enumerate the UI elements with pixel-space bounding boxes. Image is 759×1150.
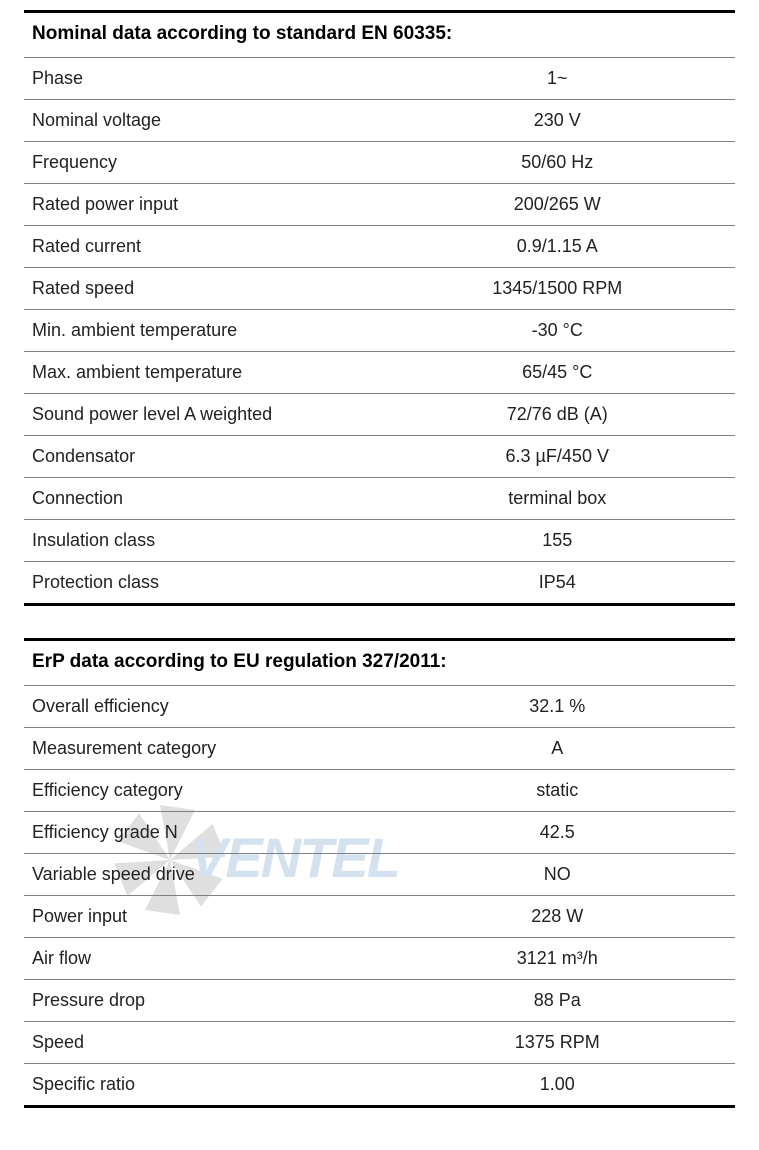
table-row: Measurement categoryA [24,728,735,770]
row-value: 0.9/1.15 A [380,226,736,267]
row-value: 1.00 [380,1064,736,1105]
table-row: Sound power level A weighted72/76 dB (A) [24,394,735,436]
row-value: NO [380,854,736,895]
nominal-data-table: Nominal data according to standard EN 60… [24,10,735,606]
row-value: A [380,728,736,769]
table-row: Efficiency grade N42.5 [24,812,735,854]
table-row: Specific ratio1.00 [24,1064,735,1108]
row-label: Min. ambient temperature [24,310,380,351]
table-row: Protection classIP54 [24,562,735,606]
table-row: Power input228 W [24,896,735,938]
erp-data-table: ErP data according to EU regulation 327/… [24,638,735,1108]
row-value: 6.3 µF/450 V [380,436,736,477]
table-row: Rated power input200/265 W [24,184,735,226]
row-label: Specific ratio [24,1064,380,1105]
row-label: Pressure drop [24,980,380,1021]
table-row: Nominal voltage230 V [24,100,735,142]
row-label: Rated current [24,226,380,267]
table-row: Max. ambient temperature65/45 °C [24,352,735,394]
row-label: Max. ambient temperature [24,352,380,393]
row-label: Frequency [24,142,380,183]
row-label: Nominal voltage [24,100,380,141]
table-row: Variable speed driveNO [24,854,735,896]
row-label: Measurement category [24,728,380,769]
row-value: 230 V [380,100,736,141]
table-row: Condensator6.3 µF/450 V [24,436,735,478]
row-value: terminal box [380,478,736,519]
row-label: Overall efficiency [24,686,380,727]
row-label: Sound power level A weighted [24,394,380,435]
row-label: Power input [24,896,380,937]
row-value: 3121 m³/h [380,938,736,979]
table-row: Pressure drop88 Pa [24,980,735,1022]
table-row: Phase1~ [24,58,735,100]
row-value: 228 W [380,896,736,937]
row-value: 155 [380,520,736,561]
row-value: 65/45 °C [380,352,736,393]
table-row: Insulation class155 [24,520,735,562]
row-value: 72/76 dB (A) [380,394,736,435]
table-row: Air flow3121 m³/h [24,938,735,980]
table-row: Efficiency categorystatic [24,770,735,812]
row-value: 50/60 Hz [380,142,736,183]
table-row: Overall efficiency32.1 % [24,686,735,728]
row-label: Speed [24,1022,380,1063]
table-row: Speed1375 RPM [24,1022,735,1064]
table-row: Frequency50/60 Hz [24,142,735,184]
row-label: Insulation class [24,520,380,561]
row-value: -30 °C [380,310,736,351]
row-label: Condensator [24,436,380,477]
row-label: Variable speed drive [24,854,380,895]
table-title: ErP data according to EU regulation 327/… [24,638,735,686]
table-row: Rated current0.9/1.15 A [24,226,735,268]
row-label: Efficiency grade N [24,812,380,853]
row-label: Air flow [24,938,380,979]
table-row: Rated speed1345/1500 RPM [24,268,735,310]
table-row: Connectionterminal box [24,478,735,520]
row-value: 1~ [380,58,736,99]
row-value: 88 Pa [380,980,736,1021]
row-label: Phase [24,58,380,99]
row-label: Rated speed [24,268,380,309]
row-value: 42.5 [380,812,736,853]
row-value: 32.1 % [380,686,736,727]
row-value: 200/265 W [380,184,736,225]
table-title: Nominal data according to standard EN 60… [24,10,735,58]
row-value: 1345/1500 RPM [380,268,736,309]
row-label: Efficiency category [24,770,380,811]
table-row: Min. ambient temperature-30 °C [24,310,735,352]
row-label: Protection class [24,562,380,603]
row-value: static [380,770,736,811]
row-value: 1375 RPM [380,1022,736,1063]
row-label: Rated power input [24,184,380,225]
row-label: Connection [24,478,380,519]
row-value: IP54 [380,562,736,603]
